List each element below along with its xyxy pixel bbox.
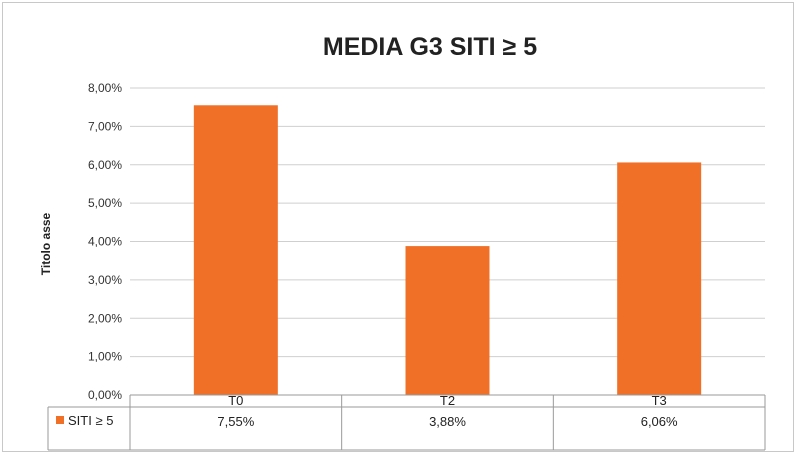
category-label: T0 bbox=[228, 393, 243, 408]
y-tick-label: 0,00% bbox=[88, 388, 122, 402]
data-table: T0 7,55% T2 3,88% T3 6,06% SITI ≥ 5 bbox=[47, 393, 766, 451]
data-label: 7,55% bbox=[217, 414, 254, 429]
category-label: T3 bbox=[652, 393, 667, 408]
y-tick-label: 7,00% bbox=[88, 119, 122, 133]
chart-title: MEDIA G3 SITI ≥ 5 bbox=[323, 33, 537, 61]
y-tick-labels: 0,00% 1,00% 2,00% 3,00% 4,00% 5,00% 6,00% 7,00%… bbox=[88, 81, 122, 402]
y-tick-label: 6,00% bbox=[88, 158, 122, 172]
legend-swatch bbox=[56, 416, 64, 424]
y-axis-title: Titolo asse bbox=[39, 212, 53, 275]
bars bbox=[193, 105, 702, 396]
y-tick-label: 2,00% bbox=[88, 311, 122, 325]
bar-t2 bbox=[405, 246, 490, 395]
y-tick-label: 5,00% bbox=[88, 196, 122, 210]
y-tick-label: 1,00% bbox=[88, 350, 122, 364]
y-tick-label: 4,00% bbox=[88, 235, 122, 249]
data-label: 3,88% bbox=[429, 414, 466, 429]
category-label: T2 bbox=[440, 393, 455, 408]
bar-t0 bbox=[193, 105, 278, 396]
legend-label: SITI ≥ 5 bbox=[68, 413, 113, 428]
y-tick-label: 8,00% bbox=[88, 81, 122, 95]
bar-t3 bbox=[617, 162, 702, 395]
data-label: 6,06% bbox=[641, 414, 678, 429]
y-tick-label: 3,00% bbox=[88, 273, 122, 287]
